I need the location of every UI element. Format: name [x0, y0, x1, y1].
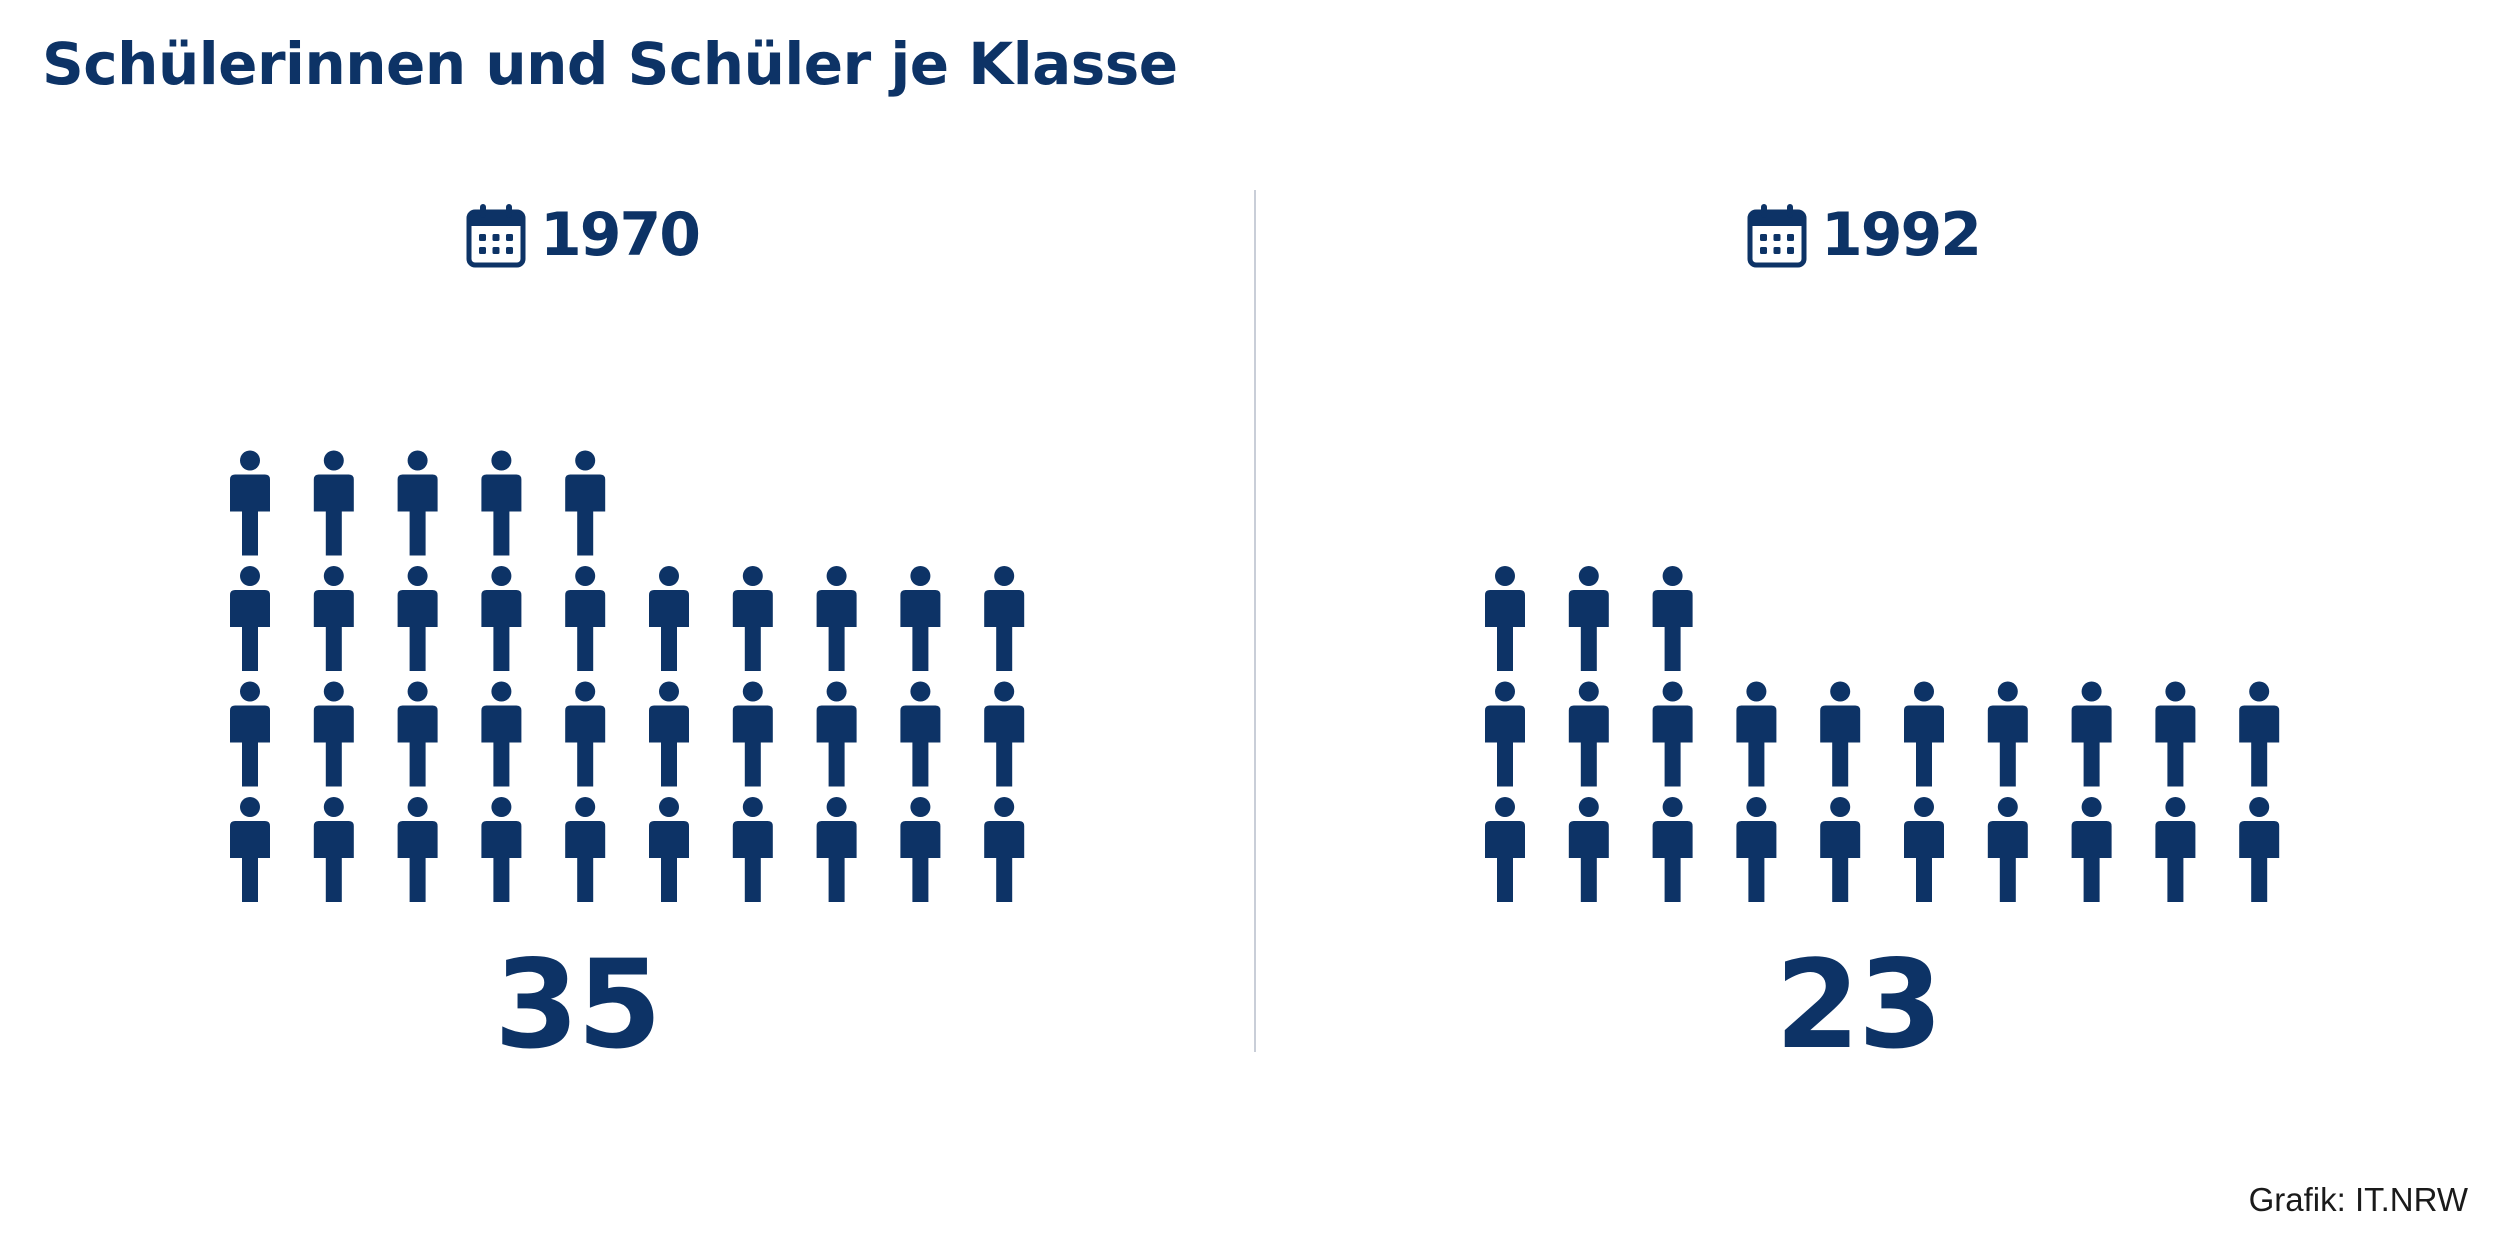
person-icon — [565, 681, 606, 787]
year-label: 1970 — [540, 200, 701, 270]
person-icon — [984, 566, 1025, 671]
person-icon — [816, 681, 857, 787]
person-icon — [1987, 797, 2028, 902]
person-icon — [397, 797, 438, 902]
person-icon — [1904, 797, 1944, 902]
person-icon — [565, 566, 606, 671]
person-icon — [984, 681, 1025, 787]
source-credit: Grafik: IT.NRW — [2248, 1181, 2468, 1218]
person-icon — [1736, 797, 1777, 902]
calendar-icon — [1747, 202, 1807, 268]
person-icon — [481, 797, 522, 902]
person-icon — [1568, 681, 1609, 787]
person-icon — [2155, 797, 2196, 902]
calendar-icon — [466, 202, 526, 268]
person-icon — [230, 681, 270, 787]
person-icon — [1568, 797, 1609, 902]
person-icon — [230, 450, 270, 556]
person-icon — [1736, 681, 1777, 787]
value-label-1992: 23 — [1775, 934, 1943, 1076]
person-icon — [900, 566, 941, 671]
person-icon — [397, 566, 438, 671]
value-label-1970: 35 — [494, 934, 662, 1076]
person-icon — [900, 797, 941, 902]
person-icon — [816, 797, 857, 902]
person-icon — [900, 681, 941, 787]
person-icon — [230, 797, 270, 902]
person-icon — [397, 450, 438, 556]
chart-title: Schülerinnen und Schüler je Klasse — [42, 30, 1178, 98]
person-icon — [2071, 797, 2112, 902]
person-icon — [230, 566, 270, 671]
person-icon — [984, 797, 1025, 902]
person-icon — [565, 450, 606, 556]
person-icon — [732, 797, 773, 902]
person-icon — [1652, 797, 1693, 902]
pictogram-1992 — [1485, 566, 2280, 902]
person-icon — [313, 681, 354, 787]
person-icon — [1485, 797, 1525, 902]
person-icon — [2155, 681, 2196, 787]
person-icon — [649, 681, 689, 787]
person-icon — [2071, 681, 2112, 787]
person-icon — [481, 681, 522, 787]
year-header-1992: 1992 — [1747, 195, 1982, 275]
person-icon — [1987, 681, 2028, 787]
person-icon — [1904, 681, 1944, 787]
person-icon — [2239, 681, 2280, 787]
person-icon — [1652, 681, 1693, 787]
panel-divider — [1254, 190, 1256, 1052]
person-icon — [1568, 566, 1609, 671]
person-icon — [2239, 797, 2280, 902]
person-icon — [1820, 681, 1861, 787]
person-icon — [565, 797, 606, 902]
person-icon — [732, 681, 773, 787]
year-label: 1992 — [1821, 200, 1982, 270]
person-icon — [313, 450, 354, 556]
pictogram-1970 — [230, 450, 1025, 902]
person-icon — [397, 681, 438, 787]
person-icon — [1485, 681, 1525, 787]
person-icon — [649, 566, 689, 671]
person-icon — [1820, 797, 1861, 902]
person-icon — [649, 797, 689, 902]
person-icon — [732, 566, 773, 671]
person-icon — [816, 566, 857, 671]
person-icon — [481, 450, 522, 556]
year-header-1970: 1970 — [466, 195, 701, 275]
person-icon — [1652, 566, 1693, 671]
person-icon — [1485, 566, 1525, 671]
person-icon — [313, 566, 354, 671]
person-icon — [481, 566, 522, 671]
person-icon — [313, 797, 354, 902]
